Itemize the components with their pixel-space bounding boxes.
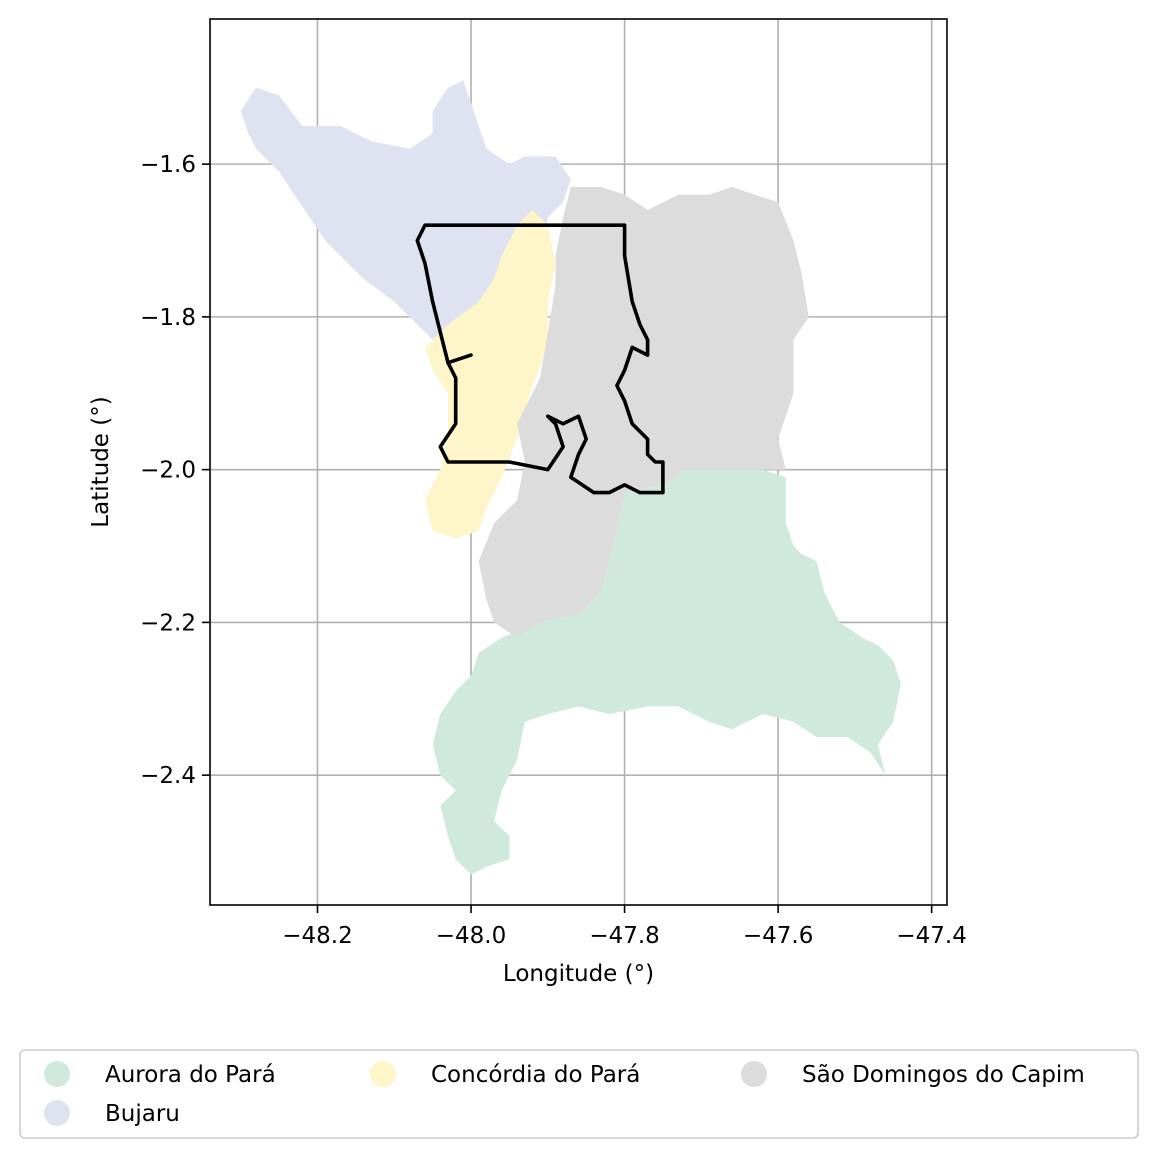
study-area-outline (415, 223, 665, 495)
y-tick-label-2: −2.0 (140, 458, 196, 484)
x-tick-label-1: −48.0 (436, 923, 506, 949)
legend-label-2: Concórdia do Pará (431, 1062, 640, 1088)
legend-swatch-1 (44, 1100, 70, 1126)
region-3 (478, 187, 809, 638)
legend-label-3: São Domingos do Capim (802, 1062, 1085, 1088)
x-axis-title: Longitude (°) (503, 961, 654, 987)
y-tick-label-0: −1.6 (140, 152, 196, 178)
x-tick-label-3: −47.6 (743, 923, 813, 949)
legend-label-0: Aurora do Pará (105, 1062, 276, 1088)
y-tick-label-4: −2.4 (140, 763, 196, 789)
region-1 (240, 80, 571, 348)
x-tick-label-4: −47.4 (896, 923, 966, 949)
region-2 (425, 209, 556, 539)
y-tick-label-3: −2.2 (140, 610, 196, 636)
x-axis-ticks: −48.2 −48.0 −47.8 −47.6 −47.4 (282, 905, 967, 949)
region-polygons (240, 80, 901, 875)
y-axis-ticks: −1.6 −1.8 −2.0 −2.2 −2.4 (140, 152, 210, 789)
x-tick-label-0: −48.2 (282, 923, 352, 949)
legend-swatch-2 (370, 1061, 396, 1087)
legend-box (19, 1049, 1139, 1139)
region-0 (432, 469, 901, 875)
legend: Aurora do Pará Bujaru Concórdia do Pará São… (19, 1049, 1139, 1139)
outline-path-1 (446, 353, 473, 365)
x-tick-label-2: −47.8 (589, 923, 659, 949)
legend-swatch-3 (741, 1061, 767, 1087)
y-axis-title: Latitude (°) (88, 396, 114, 527)
axes-frame (209, 18, 948, 906)
legend-label-1: Bujaru (105, 1101, 180, 1127)
y-tick-label-1: −1.8 (140, 305, 196, 331)
outline-path-0 (415, 223, 665, 495)
legend-swatch-0 (44, 1061, 70, 1087)
